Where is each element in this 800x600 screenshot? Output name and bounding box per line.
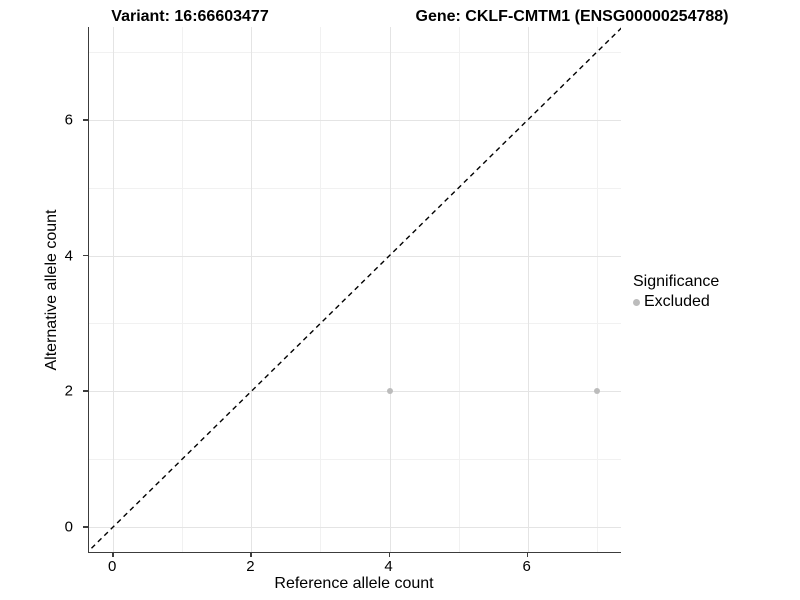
grid-line-v-major <box>251 27 253 552</box>
grid-line-v-minor <box>596 27 598 552</box>
grid-line-h-major <box>89 391 621 393</box>
data-point <box>386 388 393 395</box>
grid-line-h-minor <box>89 187 621 189</box>
grid-line-h-minor <box>89 323 621 325</box>
grid-line-h-major <box>89 526 621 528</box>
grid-line-v-minor <box>458 27 460 552</box>
legend-item-excluded: Excluded <box>633 293 719 311</box>
grid-line-v-major <box>113 27 115 552</box>
legend: Significance Excluded <box>633 272 719 311</box>
x-tick-label: 6 <box>522 558 531 575</box>
x-tick-mark <box>388 552 391 557</box>
grid-line-v-major <box>527 27 529 552</box>
y-tick-label: 0 <box>64 518 73 536</box>
plot-title-gene: Gene: CKLF-CMTM1 (ENSG00000254788) <box>415 8 729 25</box>
y-tick-mark <box>83 254 88 257</box>
x-tick-label: 4 <box>384 558 393 575</box>
y-tick-mark <box>83 119 88 121</box>
y-tick-mark <box>83 526 88 528</box>
grid-line-h-minor <box>89 459 621 461</box>
x-tick-mark <box>526 552 529 557</box>
plot-title-variant: Variant: 16:66603477 <box>111 8 269 25</box>
x-tick-mark <box>250 552 252 557</box>
y-tick-label: 6 <box>64 111 73 129</box>
plot-panel <box>88 27 621 553</box>
grid-line-v-minor <box>182 27 184 552</box>
x-tick-mark <box>112 552 114 557</box>
y-axis-title: Alternative allele count <box>43 209 60 371</box>
grid-line-h-minor <box>89 52 621 54</box>
legend-item-label: Excluded <box>644 293 710 310</box>
x-tick-label: 2 <box>246 558 255 575</box>
grid-line-v-minor <box>320 27 322 552</box>
legend-title: Significance <box>633 273 720 290</box>
grid-line-h-major <box>89 119 621 121</box>
x-tick-label: 0 <box>108 558 117 575</box>
grid-line-v-major <box>389 27 391 552</box>
y-tick-label: 4 <box>64 247 73 265</box>
identity-line <box>89 27 621 552</box>
y-tick-mark <box>83 390 88 392</box>
data-point <box>593 388 600 395</box>
x-axis-title: Reference allele count <box>274 575 434 592</box>
legend-point-marker-icon <box>633 298 640 306</box>
grid-line-h-major <box>89 255 621 257</box>
y-tick-label: 2 <box>64 382 73 400</box>
